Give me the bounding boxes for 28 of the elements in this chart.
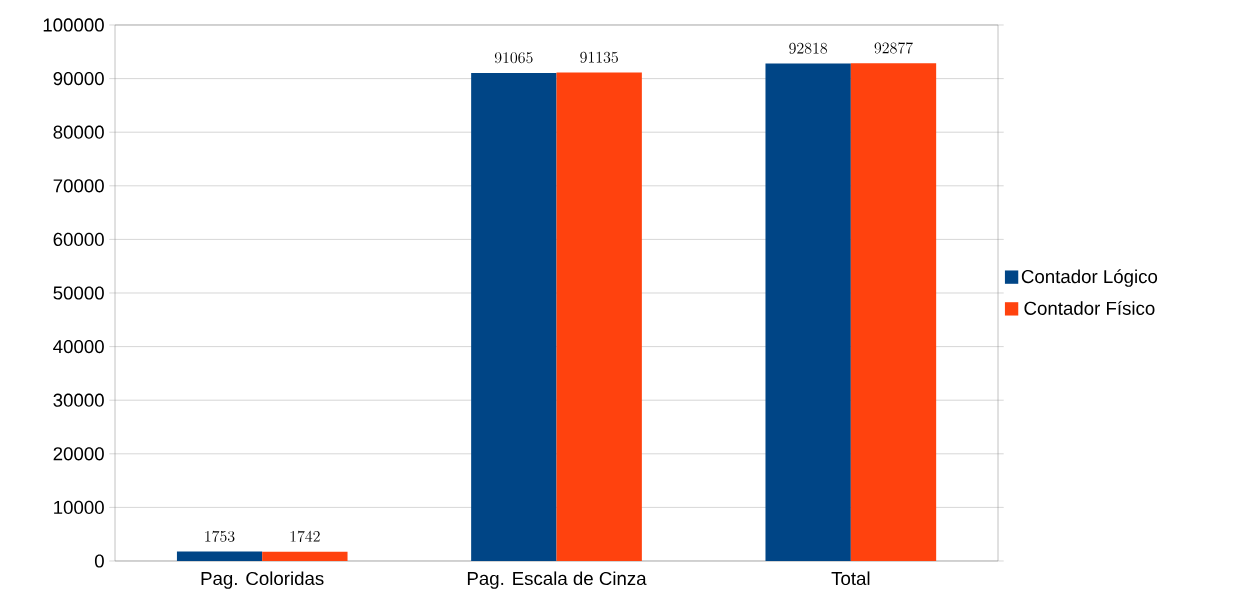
y-tick-label: 80000: [53, 125, 104, 139]
data-label: 1742: [290, 530, 320, 542]
y-tick-label: 0: [94, 554, 104, 568]
x-tick-label: Total: [831, 571, 870, 586]
y-tick-label: 50000: [53, 286, 104, 300]
data-label: 1753: [205, 530, 235, 542]
y-tick-label: 60000: [53, 232, 104, 247]
y-tick-label: 100000: [43, 18, 104, 32]
legend-label: Contador Físico: [1024, 300, 1155, 315]
y-tick-label: 40000: [53, 339, 104, 354]
bar: [471, 72, 557, 561]
data-label: 91135: [580, 51, 618, 63]
y-tick-label: 10000: [54, 500, 104, 515]
bar: [556, 72, 642, 561]
data-label: 92877: [874, 42, 913, 54]
bar: [850, 63, 937, 561]
y-tick-label: 20000: [53, 447, 104, 461]
y-tick-label: 70000: [53, 179, 104, 193]
x-tick-label: Pag. Escala de Cinza: [467, 571, 647, 589]
legend-label: Contador Lógico: [1021, 269, 1158, 287]
data-label: 92818: [789, 42, 828, 54]
x-tick-label: Pag. Coloridas: [201, 571, 324, 589]
data-label: 91065: [494, 52, 533, 64]
y-tick-label: 30000: [53, 393, 104, 407]
bar: [262, 551, 348, 561]
bar: [765, 63, 851, 561]
y-tick-label: 90000: [53, 71, 104, 86]
bar: [176, 551, 263, 561]
